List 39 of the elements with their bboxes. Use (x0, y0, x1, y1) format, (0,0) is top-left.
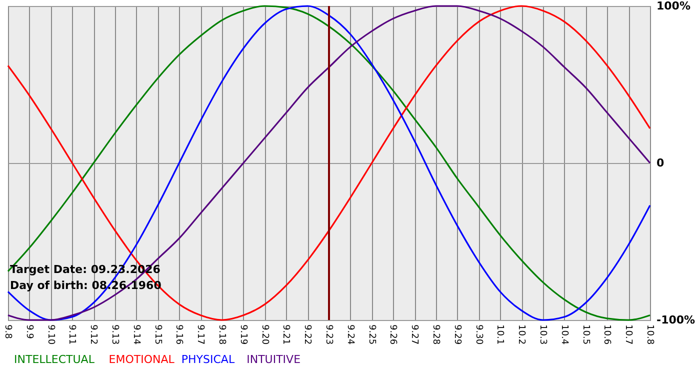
text: INTELLECTUAL (14, 353, 96, 366)
x-tick-label: 9.14 (130, 324, 141, 345)
x-tick-label: 9.24 (344, 324, 355, 345)
x-tick-label: 9.21 (280, 324, 291, 345)
y-tick-label: 0 (656, 156, 664, 170)
x-tick-label: 9.8 (2, 324, 12, 340)
x-tick-label: 9.19 (238, 324, 248, 345)
x-tick-label: 9.17 (195, 324, 206, 345)
line-series (7, 5, 651, 321)
x-tick-label: 9.22 (302, 324, 312, 345)
text: EMOTIONAL (108, 353, 176, 366)
x-tick-label: 10.2 (516, 324, 526, 345)
x-tick-label: 10.5 (580, 324, 590, 345)
x-tick-label: 9.30 (473, 324, 484, 345)
x-tick-label: 10.1 (494, 324, 505, 345)
x-tick-label: 10.6 (602, 324, 612, 345)
x-tick-label: 9.20 (259, 324, 270, 345)
x-tick-label: 9.9 (24, 324, 34, 340)
x-tick-label: 9.26 (388, 324, 398, 345)
x-tick-label: 10.7 (623, 324, 634, 345)
x-tick-label: 10.3 (538, 324, 548, 345)
x-tick-label: 9.29 (452, 324, 462, 345)
x-tick-label: 9.11 (66, 324, 77, 345)
x-tick-label: 9.23 (324, 324, 334, 345)
x-tick-label: 10.4 (558, 324, 569, 345)
x-tick-label: 9.15 (152, 324, 162, 345)
text: PHYSICAL (181, 353, 236, 366)
x-tick-label: 9.27 (409, 324, 420, 345)
x-tick-label: 9.10 (45, 324, 56, 345)
y-tick-label: -100% (656, 314, 696, 326)
x-tick-label: 9.25 (366, 324, 376, 345)
text: INTUITIVE (246, 353, 301, 366)
x-tick-label: 9.12 (88, 324, 98, 345)
x-tick-label: 9.18 (216, 324, 226, 345)
x-tick-label: 10.8 (644, 324, 654, 345)
x-tick-label: 9.28 (430, 324, 440, 345)
x-tick-label: 9.13 (110, 324, 120, 345)
y-tick-label: 100% (656, 0, 690, 12)
x-tick-label: 9.16 (174, 324, 184, 345)
